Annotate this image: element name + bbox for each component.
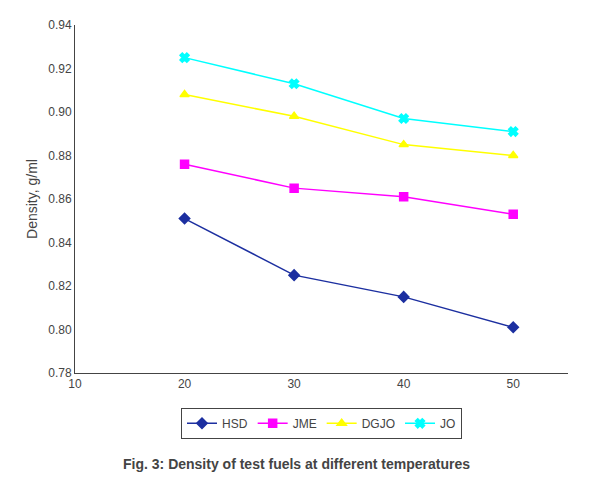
svg-text:JME: JME [293, 417, 317, 431]
svg-text:0.82: 0.82 [48, 279, 72, 293]
svg-text:0.92: 0.92 [48, 62, 72, 76]
svg-text:Density, g/ml: Density, g/ml [24, 159, 40, 239]
svg-text:0.94: 0.94 [48, 18, 72, 32]
svg-text:30: 30 [287, 377, 301, 391]
svg-text:20: 20 [178, 377, 192, 391]
svg-text:DGJO: DGJO [362, 417, 395, 431]
svg-text:50: 50 [507, 377, 521, 391]
svg-text:40: 40 [397, 377, 411, 391]
svg-text:0.78: 0.78 [48, 366, 72, 380]
svg-text:Fig. 3: Density of test fuels: Fig. 3: Density of test fuels at differe… [123, 456, 470, 472]
svg-text:HSD: HSD [222, 417, 248, 431]
svg-text:0.90: 0.90 [48, 105, 72, 119]
svg-text:0.88: 0.88 [48, 149, 72, 163]
svg-text:0.84: 0.84 [48, 236, 72, 250]
svg-text:10: 10 [68, 377, 82, 391]
svg-text:0.80: 0.80 [48, 323, 72, 337]
svg-text:0.86: 0.86 [48, 192, 72, 206]
svg-text:JO: JO [440, 417, 455, 431]
